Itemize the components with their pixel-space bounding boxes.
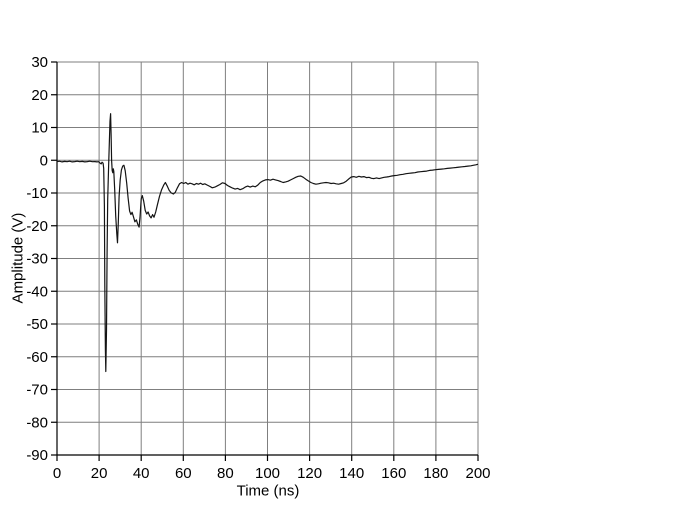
gridlines — [56, 61, 479, 456]
y-tick-label: -60 — [26, 349, 48, 366]
x-tick-label: 40 — [133, 465, 150, 482]
x-tick-label: 160 — [381, 465, 406, 482]
y-tick-label: 10 — [31, 120, 48, 137]
y-tick-label: -20 — [26, 218, 48, 235]
x-tick-label: 20 — [91, 465, 108, 482]
x-tick-label: 200 — [465, 465, 490, 482]
waveform-trace — [56, 113, 479, 373]
y-tick-label: 20 — [31, 87, 48, 104]
tick-labels: 0 20 40 60 80 100 120 140 160 180 2003020100-10-20… — [26, 54, 490, 482]
x-tick-label: 60 — [175, 465, 192, 482]
y-tick-label: 0 — [40, 152, 48, 169]
y-tick-label: -50 — [26, 316, 48, 333]
x-tick-label: 180 — [423, 465, 448, 482]
x-axis-title: Time (ns) — [236, 482, 300, 500]
y-tick-label: 30 — [31, 54, 48, 71]
axes — [51, 61, 479, 461]
y-tick-label: -80 — [26, 414, 48, 431]
x-tick-label: 0 — [53, 465, 61, 482]
x-tick-label: 80 — [217, 465, 234, 482]
x-tick-label: 100 — [255, 465, 280, 482]
y-tick-label: -70 — [26, 382, 48, 399]
x-tick-label: 120 — [297, 465, 322, 482]
y-axis-title: Amplitude (V) — [9, 212, 27, 304]
y-tick-label: -10 — [26, 185, 48, 202]
y-tick-label: -40 — [26, 283, 48, 300]
y-tick-label: -30 — [26, 251, 48, 268]
x-tick-label: 140 — [339, 465, 364, 482]
y-tick-label: -90 — [26, 447, 48, 464]
